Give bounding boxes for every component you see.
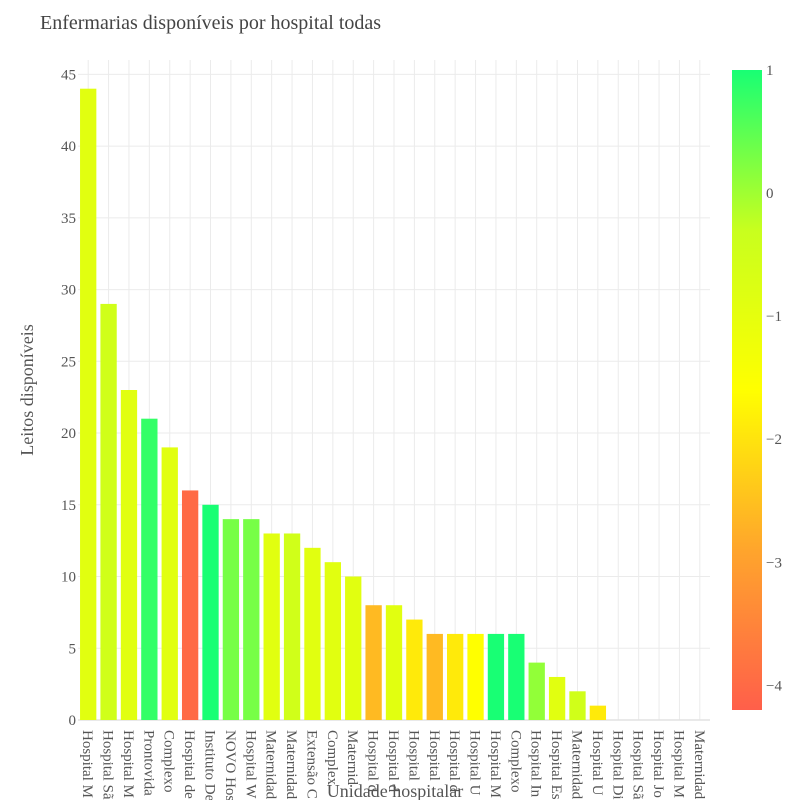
- bar[interactable]: [141, 418, 158, 720]
- x-tick-label: Maternid: [344, 730, 360, 785]
- x-tick-label: Hospital d: [446, 730, 462, 793]
- x-tick-label: Maternidad: [283, 730, 299, 800]
- bar[interactable]: [467, 633, 484, 720]
- x-tick-label: Hospital Sã: [630, 730, 646, 800]
- colorbar: [732, 70, 762, 710]
- x-tick-label: Prontovida: [140, 730, 156, 796]
- bar[interactable]: [487, 633, 505, 720]
- bar[interactable]: [161, 447, 178, 720]
- y-tick-label: 10: [61, 570, 76, 586]
- x-tick-label: Extensão C: [303, 730, 319, 799]
- bar[interactable]: [80, 88, 97, 720]
- x-tick-label: Maternidad: [691, 730, 707, 800]
- bar[interactable]: [324, 562, 341, 720]
- bar[interactable]: [508, 633, 525, 720]
- x-tick-label: Hospital d: [365, 730, 381, 793]
- y-tick-label: 45: [61, 67, 76, 83]
- x-tick-label: Hospital W: [242, 730, 258, 799]
- x-tick-label: Hospital Es: [548, 730, 564, 800]
- bar[interactable]: [365, 605, 382, 720]
- bar[interactable]: [100, 303, 117, 720]
- x-tick-label: Hospital Sã: [100, 730, 116, 800]
- bar[interactable]: [528, 662, 545, 720]
- bar[interactable]: [447, 633, 464, 720]
- y-tick-label: 40: [61, 139, 76, 155]
- bar[interactable]: [548, 676, 566, 720]
- bar[interactable]: [569, 691, 586, 720]
- x-tick-labels: Hospital M Hospital Sã Hospital M Prontovid…: [79, 730, 707, 800]
- bar[interactable]: [426, 633, 443, 720]
- bar[interactable]: [222, 519, 240, 720]
- bar[interactable]: [243, 519, 260, 720]
- colorbar-tick-label: −3: [766, 555, 782, 571]
- x-tick-label: Complex: [324, 730, 340, 785]
- x-tick-label: Complexo: [507, 730, 523, 793]
- x-tick-label: Hospital Di: [609, 730, 625, 800]
- colorbar-tick-label: 0: [766, 186, 774, 202]
- bar[interactable]: [345, 576, 362, 720]
- x-tick-label: Maternidad: [263, 730, 279, 800]
- colorbar-tick-label: −2: [766, 432, 782, 448]
- colorbar-tick-label: −1: [766, 309, 782, 325]
- x-tick-label: NOVO Hos: [222, 730, 238, 800]
- x-tick-label: Hospital d: [385, 730, 401, 793]
- y-tick-label: 35: [61, 211, 76, 227]
- y-tick-label: 5: [69, 641, 77, 657]
- x-tick-label: Hospital: [405, 730, 421, 781]
- y-tick-label: 15: [61, 498, 76, 514]
- x-tick-label: Hospital: [426, 730, 442, 781]
- bar[interactable]: [263, 533, 280, 720]
- bar[interactable]: [589, 705, 607, 720]
- y-tick-labels: 0 5 10 15 20 25 30 35 40 45: [61, 67, 76, 729]
- y-tick-label: 25: [61, 354, 76, 370]
- chart-title: Enfermarias disponíveis por hospital tod…: [40, 12, 381, 34]
- colorbar-tick-label: −4: [766, 678, 782, 694]
- y-tick-label: 0: [69, 713, 77, 729]
- x-tick-label: Hospital U: [467, 730, 483, 796]
- x-tick-label: Hospital M: [79, 730, 95, 798]
- x-tick-label: Hospital Jo: [650, 730, 666, 798]
- x-axis-label: Unidade hospitalar: [327, 781, 463, 800]
- bar[interactable]: [202, 504, 219, 720]
- x-tick-label: Hospital M: [670, 730, 686, 798]
- y-tick-label: 30: [61, 283, 76, 299]
- y-axis-label: Leitos disponíveis: [17, 324, 37, 456]
- bar[interactable]: [120, 390, 138, 720]
- colorbar-tick-labels: 1 0 −1 −2 −3 −4: [766, 63, 782, 694]
- bar[interactable]: [283, 533, 301, 720]
- y-tick-label: 20: [61, 426, 76, 442]
- x-tick-label: Hospital In: [528, 730, 544, 798]
- x-tick-label: Hospital M: [487, 730, 503, 798]
- x-tick-label: Hospital M: [120, 730, 136, 798]
- colorbar-tick-label: 1: [766, 63, 774, 79]
- x-tick-label: Complexo: [161, 730, 177, 793]
- bar[interactable]: [406, 619, 423, 720]
- bar[interactable]: [181, 490, 199, 720]
- bar[interactable]: [304, 547, 321, 720]
- bars: [80, 88, 607, 720]
- bar[interactable]: [385, 605, 403, 720]
- x-tick-label: Hospital U: [589, 730, 605, 796]
- x-tick-label: Maternidad: [568, 730, 584, 800]
- x-tick-label: Instituto De: [202, 730, 218, 800]
- x-tick-label: Hospital de: [181, 730, 197, 799]
